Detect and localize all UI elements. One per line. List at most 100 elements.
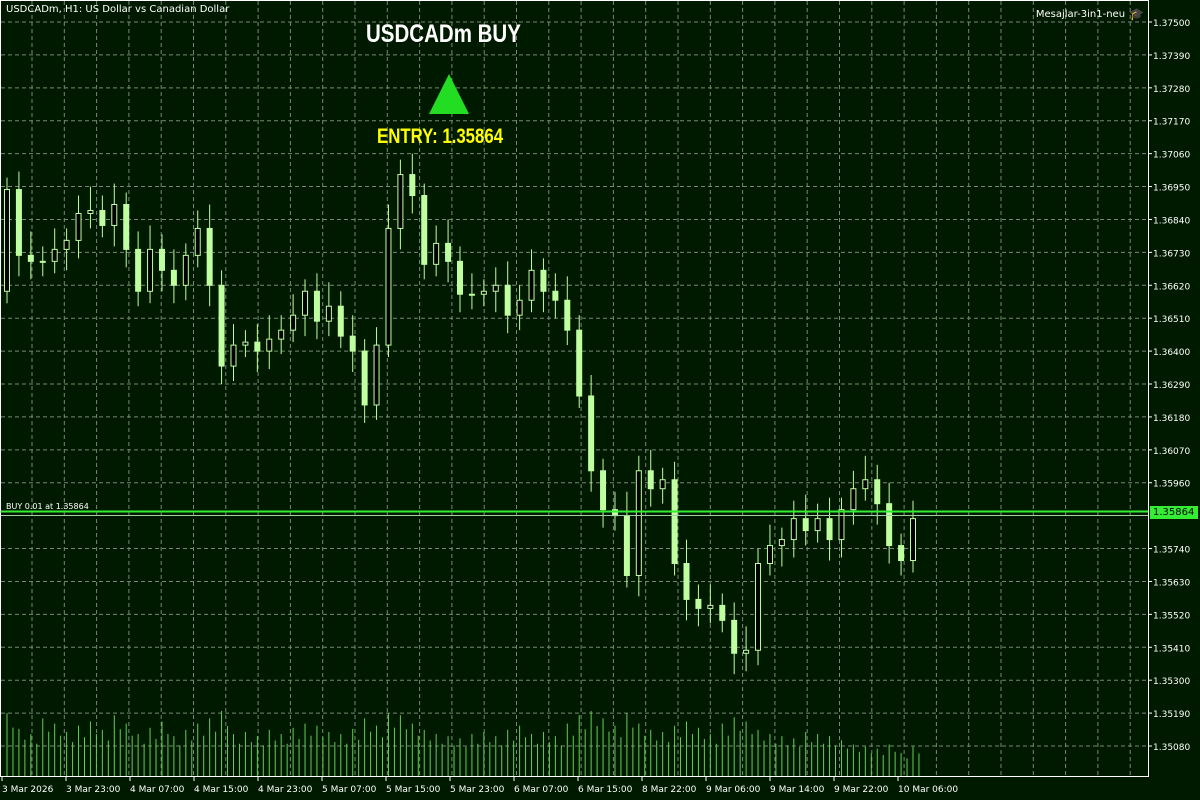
entry-label: ENTRY: 1.35864 bbox=[377, 125, 504, 148]
candle bbox=[659, 467, 666, 504]
candle bbox=[325, 282, 332, 337]
position-price-label: 1.35864 bbox=[1150, 506, 1198, 519]
triangle-up-icon bbox=[429, 74, 469, 114]
y-tick-label: 1.36840 bbox=[1153, 216, 1190, 226]
candle-body bbox=[361, 350, 368, 406]
x-tick-label: 3 Mar 2026 bbox=[2, 785, 54, 795]
candle bbox=[504, 261, 511, 334]
candle bbox=[898, 533, 905, 576]
candle bbox=[397, 159, 404, 250]
y-tick-label: 1.35190 bbox=[1153, 710, 1190, 720]
indicator-name: Mesajlar-3in1-neu bbox=[1035, 8, 1126, 20]
y-tick-label: 1.36510 bbox=[1153, 315, 1190, 325]
candle bbox=[588, 375, 595, 492]
candle-body bbox=[87, 209, 94, 214]
candle bbox=[361, 339, 368, 423]
candle-body bbox=[147, 248, 154, 292]
candle bbox=[218, 270, 225, 385]
candle-body bbox=[802, 518, 809, 532]
candle-body bbox=[266, 338, 273, 352]
candle-body bbox=[778, 539, 785, 547]
x-tick-label: 9 Mar 22:00 bbox=[834, 785, 889, 795]
candle bbox=[123, 192, 130, 268]
x-tick-label: 5 Mar 07:00 bbox=[322, 785, 377, 795]
candle-body bbox=[766, 545, 773, 565]
candle bbox=[75, 195, 82, 259]
candle bbox=[147, 225, 154, 304]
candle bbox=[206, 204, 213, 307]
candle bbox=[838, 497, 845, 558]
candle-body bbox=[385, 227, 392, 346]
candle bbox=[886, 482, 893, 564]
candle bbox=[671, 461, 678, 576]
candle bbox=[552, 273, 559, 319]
candle-body bbox=[206, 227, 213, 286]
candle bbox=[755, 548, 762, 666]
x-tick-label: 4 Mar 23:00 bbox=[258, 785, 313, 795]
candle-body bbox=[647, 470, 654, 490]
candle-body bbox=[51, 248, 58, 262]
candle-body bbox=[39, 260, 46, 263]
candle-body bbox=[230, 344, 237, 367]
y-tick-label: 1.35740 bbox=[1153, 546, 1190, 556]
candle-body bbox=[468, 293, 475, 296]
candle-body bbox=[457, 260, 463, 295]
x-tick-label: 5 Mar 23:00 bbox=[450, 785, 505, 795]
candle bbox=[421, 183, 428, 280]
y-tick-label: 1.37170 bbox=[1153, 118, 1190, 128]
candle-body bbox=[349, 335, 356, 352]
candle bbox=[373, 327, 380, 420]
candle-body bbox=[790, 518, 797, 541]
y-tick-label: 1.36400 bbox=[1153, 348, 1190, 358]
indicator-label[interactable]: Mesajlar-3in1-neu 🎓 bbox=[1036, 7, 1144, 21]
candle-body bbox=[302, 290, 309, 316]
candle-body bbox=[158, 248, 165, 271]
y-tick-label: 1.36290 bbox=[1153, 381, 1190, 391]
candle-body bbox=[254, 341, 261, 352]
candle bbox=[290, 294, 297, 343]
candle-body bbox=[480, 290, 487, 295]
candle bbox=[707, 584, 714, 624]
y-tick-label: 1.36730 bbox=[1153, 249, 1190, 259]
candle-body bbox=[445, 242, 452, 262]
candle bbox=[862, 455, 869, 501]
candle-body bbox=[409, 174, 416, 197]
y-tick-label: 1.36180 bbox=[1153, 414, 1190, 424]
candle-body bbox=[886, 503, 893, 547]
candle bbox=[254, 324, 261, 373]
candle-body bbox=[898, 545, 905, 562]
candle-body bbox=[910, 518, 916, 562]
candle bbox=[51, 228, 58, 274]
candle-body bbox=[421, 195, 428, 265]
candle-body bbox=[576, 329, 583, 397]
candle-body bbox=[242, 341, 249, 346]
y-tick-label: 1.35300 bbox=[1153, 677, 1190, 687]
candle-body bbox=[75, 212, 82, 241]
candle bbox=[15, 171, 22, 277]
candle bbox=[468, 273, 475, 310]
candle bbox=[743, 626, 750, 672]
candle-body bbox=[4, 189, 10, 292]
candle-body bbox=[15, 189, 22, 256]
y-tick-label: 1.37280 bbox=[1153, 85, 1190, 95]
candle-body bbox=[540, 269, 547, 292]
candle bbox=[4, 177, 10, 304]
y-tick-label: 1.35410 bbox=[1153, 644, 1190, 654]
candle bbox=[695, 584, 702, 627]
x-tick-label: 5 Mar 15:00 bbox=[386, 785, 441, 795]
x-tick-label: 9 Mar 06:00 bbox=[706, 785, 761, 795]
candle bbox=[480, 279, 487, 307]
position-label: BUY 0.01 at 1.35864 bbox=[6, 502, 89, 511]
candle bbox=[540, 258, 547, 313]
x-tick-label: 4 Mar 07:00 bbox=[130, 785, 185, 795]
x-tick-label: 3 Mar 23:00 bbox=[66, 785, 121, 795]
candle-body bbox=[63, 239, 70, 250]
candle bbox=[313, 273, 320, 340]
y-tick-label: 1.36070 bbox=[1153, 447, 1190, 457]
x-tick-label: 10 Mar 06:00 bbox=[898, 785, 958, 795]
candle bbox=[278, 315, 285, 355]
candle bbox=[27, 231, 34, 280]
x-tick-label: 8 Mar 22:00 bbox=[642, 785, 697, 795]
candle-body bbox=[218, 284, 225, 367]
